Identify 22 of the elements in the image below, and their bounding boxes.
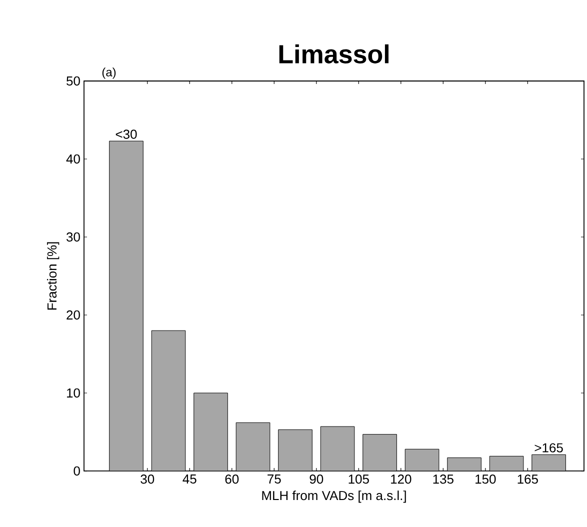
x-tick-label: 75 [268,474,281,484]
annotation: >165 [534,443,563,452]
x-tick-label: 105 [348,474,369,484]
y-tick-label: 30 [66,232,80,242]
y-tick-label: 0 [74,466,80,476]
y-tick-label: 10 [67,388,80,398]
x-tick-label: 45 [182,474,196,484]
text: (a) [102,68,116,79]
x-tick-label: 120 [391,474,412,484]
y-axis-title: Fraction [%] [47,242,60,310]
x-axis-title: MLH from VADs [m a.s.l.] [262,490,406,503]
x-tick-label: 60 [225,474,239,484]
x-tick-label: 150 [476,474,496,484]
x-tick-label: 90 [310,474,324,484]
y-tick-label: 50 [66,76,80,86]
annotation: <30 [116,130,137,139]
chart-title: Limassol [279,44,389,64]
x-tick-label: 30 [140,474,154,484]
y-tick-label: 20 [66,310,80,320]
x-tick-label: 135 [433,474,454,484]
x-tick-label: 165 [518,474,538,484]
y-tick-label: 40 [66,154,80,164]
